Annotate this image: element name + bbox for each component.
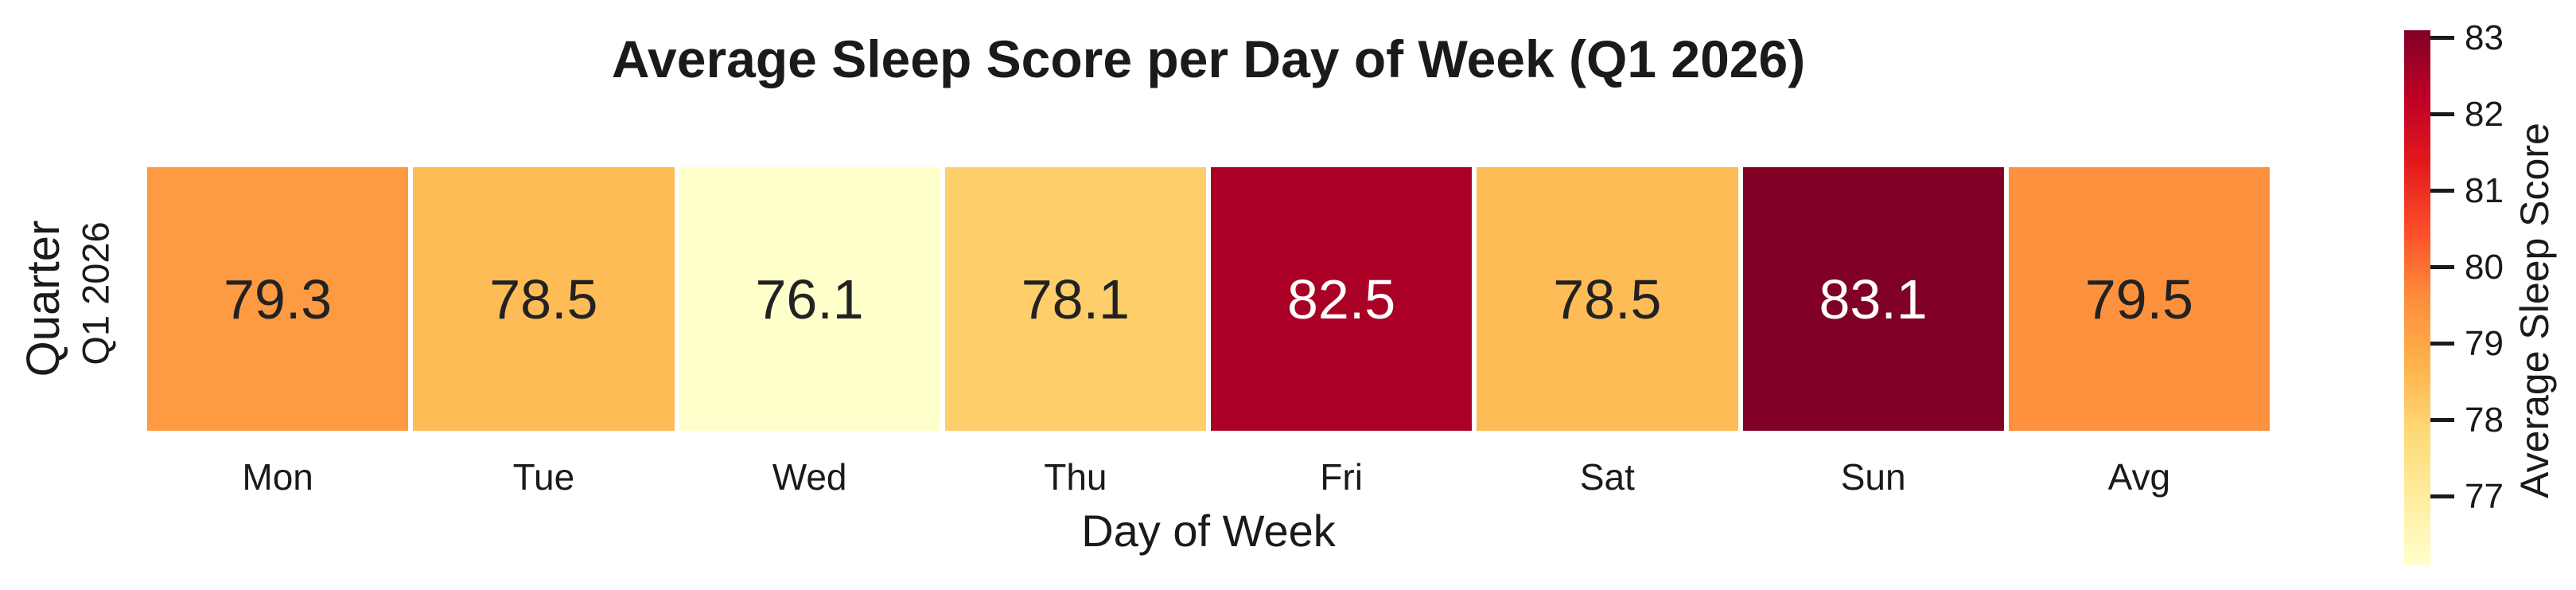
cell-value: 78.1 bbox=[1021, 268, 1130, 330]
x-tick-fri: Fri bbox=[1320, 456, 1363, 498]
colorbar-tick-mark-81 bbox=[2430, 189, 2454, 193]
heatmap-row: 79.3 78.5 76.1 78.1 82.5 78.5 83.1 79.5 bbox=[147, 167, 2270, 431]
heatmap-cell-avg: 79.5 bbox=[2008, 167, 2270, 431]
colorbar-tick-mark-78 bbox=[2430, 418, 2454, 423]
cell-value: 79.3 bbox=[224, 268, 333, 330]
colorbar-tick-mark-80 bbox=[2430, 265, 2454, 270]
cell-value: 82.5 bbox=[1287, 268, 1396, 330]
x-tick-labels: Mon Tue Wed Thu Fri Sat Sun Avg bbox=[147, 455, 2270, 498]
colorbar-tick-label-77: 77 bbox=[2465, 476, 2504, 516]
heatmap-cell-thu: 78.1 bbox=[944, 167, 1206, 431]
colorbar-tick-label-80: 80 bbox=[2465, 247, 2504, 287]
heatmap-cell-tue: 78.5 bbox=[413, 167, 675, 431]
x-tick-wed: Wed bbox=[772, 456, 847, 498]
colorbar-label: Average Sleep Score bbox=[2512, 123, 2557, 498]
cell-value: 79.5 bbox=[2084, 268, 2193, 330]
heatmap-cell-fri: 82.5 bbox=[1211, 167, 1473, 431]
chart-title: Average Sleep Score per Day of Week (Q1 … bbox=[611, 29, 1806, 88]
colorbar-tick-label-83: 83 bbox=[2465, 18, 2504, 57]
cell-value: 78.5 bbox=[489, 268, 598, 330]
x-tick-tue: Tue bbox=[512, 456, 575, 498]
y-tick-label: Q1 2026 bbox=[74, 221, 117, 365]
x-tick-avg: Avg bbox=[2107, 456, 2171, 498]
heatmap-cell-wed: 76.1 bbox=[679, 167, 940, 431]
heatmap-cell-mon: 79.3 bbox=[147, 167, 409, 431]
colorbar-tick-mark-83 bbox=[2430, 36, 2454, 41]
colorbar-tick-label-82: 82 bbox=[2465, 94, 2504, 134]
heatmap-cell-sun: 83.1 bbox=[1742, 167, 2004, 431]
colorbar-tick-mark-82 bbox=[2430, 112, 2454, 117]
colorbar-tick-label-81: 81 bbox=[2465, 170, 2504, 210]
cell-value: 78.5 bbox=[1553, 268, 1662, 330]
cell-value: 83.1 bbox=[1819, 268, 1928, 330]
cell-value: 76.1 bbox=[755, 268, 864, 330]
colorbar-tick-mark-79 bbox=[2430, 342, 2454, 346]
colorbar-tick-label-79: 79 bbox=[2465, 323, 2504, 363]
colorbar-gradient bbox=[2404, 30, 2430, 565]
colorbar-tick-mark-77 bbox=[2430, 494, 2454, 499]
x-axis-title: Day of Week bbox=[1081, 506, 1336, 556]
x-tick-thu: Thu bbox=[1044, 456, 1107, 498]
heatmap-cell-sat: 78.5 bbox=[1477, 167, 1738, 431]
colorbar-tick-label-78: 78 bbox=[2465, 400, 2504, 440]
x-tick-sat: Sat bbox=[1579, 456, 1635, 498]
x-tick-sun: Sun bbox=[1840, 456, 1906, 498]
y-axis-title: Quarter bbox=[18, 220, 69, 377]
x-tick-mon: Mon bbox=[242, 456, 313, 498]
